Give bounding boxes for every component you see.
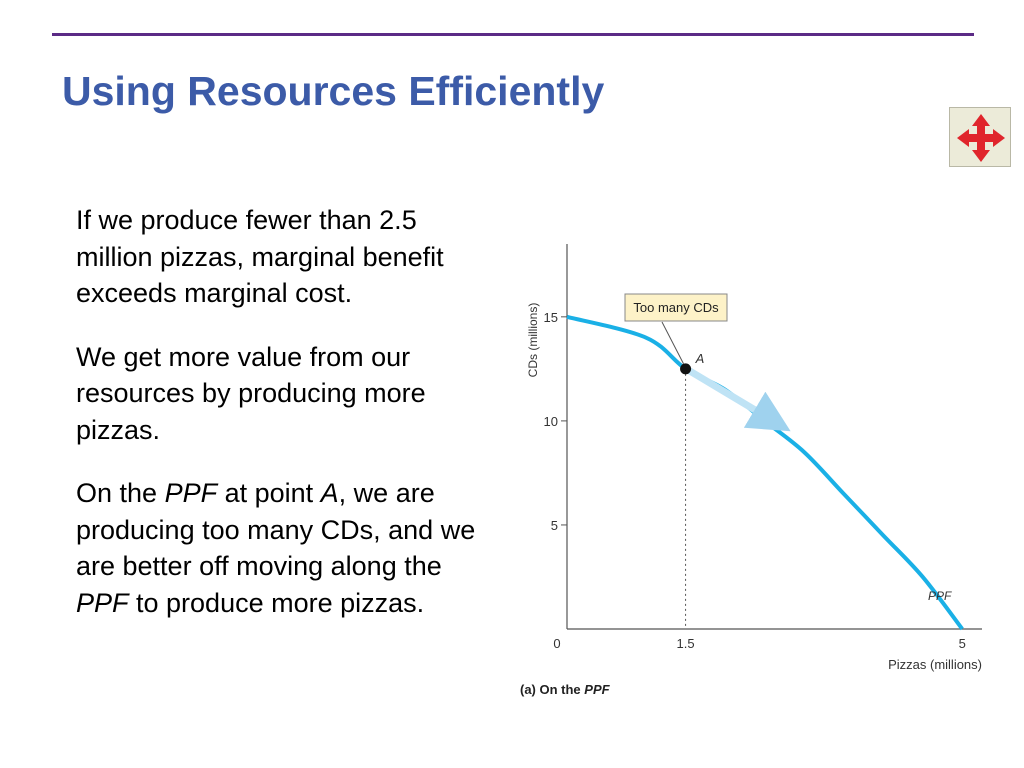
y-tick-label: 10 — [544, 414, 558, 429]
navigation-button[interactable] — [949, 107, 1011, 167]
point-a — [680, 363, 692, 375]
ppf-curve — [566, 314, 964, 631]
x-tick-label: 5 — [959, 636, 966, 651]
ppf-chart-svg: 5 10 15 0 1.5 5 CDs (millions) Pizzas (millions… — [520, 244, 982, 697]
top-rule — [52, 33, 974, 36]
chart-caption-b: PPF — [584, 682, 610, 697]
slide-title: Using Resources Efficiently — [62, 68, 605, 114]
y-tick-label: 15 — [544, 310, 558, 325]
p3-point-a: A — [320, 478, 339, 508]
p3-ppf-1: PPF — [164, 478, 218, 508]
p3-text-c: , we are producing too many CDs, and we … — [76, 478, 476, 581]
four-way-arrow-icon — [957, 114, 1005, 162]
ppf-chart: 5 10 15 0 1.5 5 CDs (millions) Pizzas (millions… — [500, 232, 1000, 712]
annotation-leader — [661, 321, 685, 365]
paragraph-2: We get more value from our resources by … — [76, 341, 426, 445]
p3-text-b: at point — [217, 478, 321, 508]
ppf-series-label: PPF — [928, 589, 952, 603]
p3-text-d: to produce more pizzas. — [128, 587, 425, 618]
y-tick-label: 5 — [551, 518, 558, 533]
p3-text-a: On the — [76, 478, 165, 508]
point-a-label: A — [695, 351, 705, 366]
x-tick-label: 1.5 — [677, 636, 695, 651]
chart-caption-a: (a) On the — [520, 682, 584, 697]
chart-caption: (a) On the PPF — [520, 682, 611, 697]
x-axis-label: Pizzas (millions) — [888, 657, 982, 672]
y-axis-label: CDs (millions) — [526, 303, 540, 378]
annotation-text: Too many CDs — [633, 300, 719, 315]
x-tick-label: 0 — [553, 636, 560, 651]
paragraph-1: If we produce fewer than 2.5 million piz… — [76, 205, 444, 308]
body-text: If we produce fewer than 2.5 million piz… — [76, 202, 486, 621]
paragraph-3: On the PPF at point A, we are producing … — [76, 475, 486, 621]
annotation-box — [624, 293, 728, 322]
movement-arrow — [686, 367, 791, 432]
p3-ppf-2: PPF — [76, 587, 129, 618]
